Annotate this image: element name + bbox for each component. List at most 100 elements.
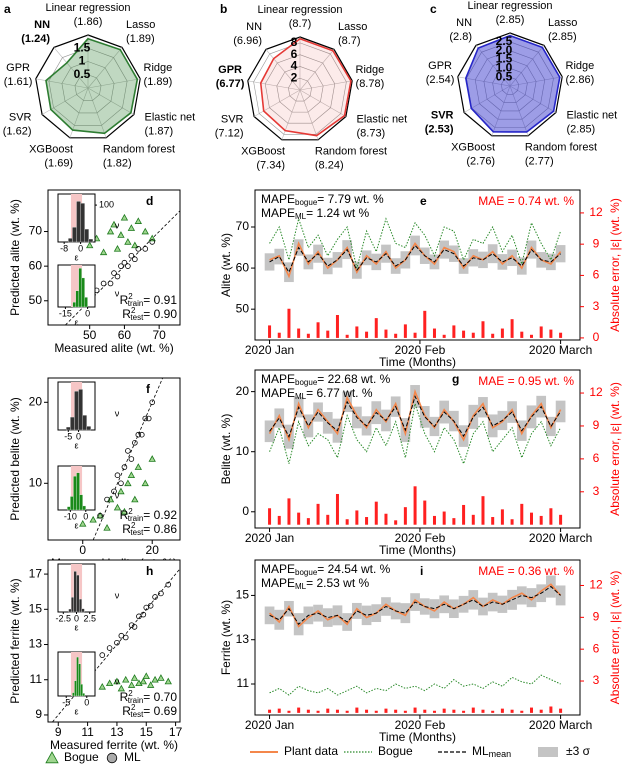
inset-y-label: ν	[115, 220, 120, 230]
inset-y-label: ν	[115, 490, 120, 500]
error-bar	[539, 709, 543, 713]
x-tick-label: 2020 Feb	[395, 718, 446, 732]
y-tick-label: 15	[236, 588, 250, 602]
series-line	[269, 244, 561, 274]
error-bar	[306, 518, 310, 525]
error-bar	[287, 308, 291, 338]
inset-x-label: ε	[74, 317, 78, 327]
error-bar	[491, 517, 495, 525]
scatter-point	[99, 248, 108, 256]
y2-tick-label: 9	[593, 418, 600, 432]
x-axis-label: Measured ferrite (wt. %)	[50, 738, 178, 752]
y2-tick-label: 12	[589, 205, 603, 219]
scatter-point	[141, 227, 149, 235]
y-axis-label: Ferrite (wt. %)	[219, 600, 233, 675]
y-tick-label: 20	[29, 394, 43, 408]
scatter-point	[107, 280, 114, 287]
sigma-band	[555, 585, 566, 606]
scatter-point	[113, 503, 122, 511]
scatter-point	[148, 234, 156, 242]
y2-tick-label: 3	[593, 673, 600, 687]
histogram-bar	[84, 297, 88, 308]
text-part: 2	[128, 689, 133, 698]
error-bar	[442, 334, 446, 338]
radar-value-label: (7.12)	[215, 127, 244, 139]
legend-label: ±3 σ	[566, 744, 591, 758]
radar-category: NN	[34, 19, 50, 31]
error-bar	[374, 710, 378, 713]
histogram-bar	[76, 201, 81, 243]
x-tick-label: 70	[152, 328, 166, 342]
scatter-point	[134, 463, 142, 470]
sigma-band	[555, 400, 566, 423]
scatter-point	[117, 684, 126, 692]
y2-tick-label: 12	[589, 385, 603, 399]
y-tick-label: 10	[236, 444, 250, 458]
scatter-point	[146, 681, 155, 688]
radar-category: XGBoost	[241, 146, 285, 158]
text-part: R	[122, 704, 131, 718]
scatter-point	[113, 677, 121, 685]
scatter-point	[125, 448, 131, 454]
error-bar	[326, 330, 330, 338]
radar-tick-label: 1.5	[496, 52, 513, 66]
sigma-band	[439, 240, 450, 259]
radar-category: Random forest	[315, 146, 387, 158]
mae-annotation: MAE = 0.74 wt. %	[478, 194, 574, 208]
text-part: = 0.92	[143, 508, 177, 522]
sigma-band	[352, 602, 362, 619]
error-bar	[394, 709, 398, 713]
error-bar	[287, 710, 291, 713]
radar-category: Lasso	[338, 21, 367, 33]
sigma-band	[516, 586, 527, 605]
scatter-point	[79, 519, 87, 527]
inset-x-tick-label: 0	[83, 511, 88, 521]
error-bar	[559, 514, 563, 525]
error-bar	[510, 709, 514, 713]
error-bar	[365, 331, 369, 338]
radar-spoke	[299, 80, 353, 91]
x-tick-label: 2020 March	[529, 718, 592, 732]
error-bar	[462, 504, 466, 525]
radar-value-label: (8.24)	[315, 160, 344, 172]
text-part: ML	[472, 744, 489, 758]
scatter-point	[120, 507, 129, 515]
histogram-bar	[66, 426, 71, 431]
text-part: R	[120, 293, 129, 307]
radar-tick-label: 1.0	[496, 61, 513, 75]
inset-x-label: ε	[74, 520, 78, 530]
histogram-bar	[74, 680, 77, 697]
text-part: test	[130, 313, 144, 322]
error-bar	[559, 708, 563, 713]
radar-category: Lasso	[126, 19, 155, 31]
y2-tick-label: 6	[593, 268, 600, 282]
scatter-point	[114, 273, 121, 280]
scatter-point	[138, 431, 145, 438]
y-tick-label: 15	[29, 601, 43, 615]
scatter-point	[111, 488, 117, 495]
radar-ring	[288, 77, 312, 102]
radar-tick-label: 2	[291, 70, 298, 84]
radar-value-label: (8.73)	[356, 127, 385, 139]
scatter-point	[118, 263, 124, 269]
error-bar	[432, 515, 436, 525]
radar-tick-label: 4	[291, 59, 298, 73]
scatter-point	[89, 515, 97, 523]
inset-y-tick-label: 100	[99, 199, 114, 209]
scatter-point	[100, 280, 107, 287]
text-part: = 0.70	[143, 690, 177, 704]
error-bar	[491, 710, 495, 713]
error-bar	[365, 709, 369, 713]
histogram-bar	[74, 391, 79, 431]
histogram-bar	[84, 228, 89, 243]
radar-value-label: (1.86)	[74, 16, 103, 28]
mae-annotation: MAE = 0.95 wt. %	[478, 374, 574, 388]
radar-ring	[48, 47, 128, 126]
scatter-point	[127, 224, 136, 231]
error-bar	[423, 310, 427, 338]
radar-category: SVR	[9, 111, 32, 123]
histogram-bar	[88, 238, 94, 243]
series-line	[269, 395, 562, 438]
inset-x-tick-label: -10	[64, 511, 77, 521]
text-part: train	[128, 299, 144, 308]
